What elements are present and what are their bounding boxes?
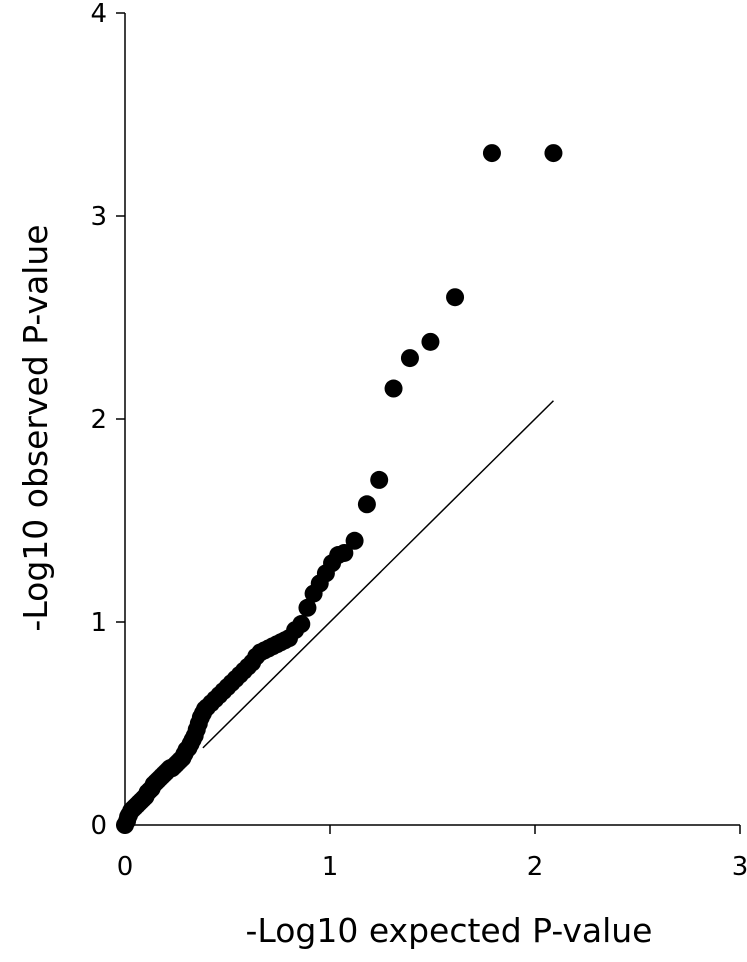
y-tick-label: 2 <box>90 405 107 435</box>
reference-lines <box>202 400 554 749</box>
x-axis-title: -Log10 expected P-value <box>246 911 653 950</box>
data-point <box>384 379 403 398</box>
data-point <box>482 144 501 163</box>
data-point <box>370 470 389 489</box>
data-point <box>400 349 419 368</box>
x-tick-label: 3 <box>732 852 747 882</box>
y-tick-label: 0 <box>90 811 107 841</box>
y-ticks: 0 1 2 3 4 <box>90 0 125 841</box>
x-tick-label: 2 <box>527 852 544 882</box>
data-points <box>116 144 563 834</box>
data-point <box>446 288 465 307</box>
data-point <box>298 598 317 617</box>
x-tick-label: 0 <box>117 852 134 882</box>
data-point <box>345 531 364 550</box>
data-point <box>421 332 440 351</box>
y-tick-label: 3 <box>90 202 107 232</box>
data-point <box>292 615 311 634</box>
reference-line <box>202 400 554 749</box>
x-ticks: 0 1 2 3 <box>117 825 747 882</box>
x-tick-label: 1 <box>322 852 339 882</box>
y-tick-label: 4 <box>90 0 107 29</box>
y-axis-title: -Log10 observed P-value <box>16 224 55 631</box>
data-point <box>335 543 354 562</box>
data-point <box>544 144 563 163</box>
data-point <box>357 495 376 514</box>
y-tick-label: 1 <box>90 608 107 638</box>
